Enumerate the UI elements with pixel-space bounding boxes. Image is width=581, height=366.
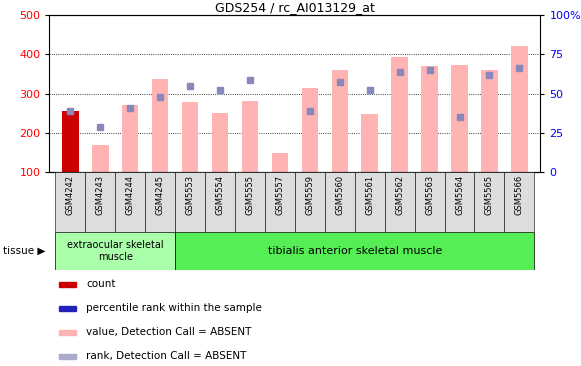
Text: tibialis anterior skeletal muscle: tibialis anterior skeletal muscle (267, 246, 442, 256)
Bar (55, 172, 85, 232)
Bar (415, 172, 444, 232)
Text: GSM5565: GSM5565 (485, 175, 494, 215)
Text: GSM4245: GSM4245 (156, 175, 164, 215)
Bar (115, 172, 145, 232)
Text: GSM4242: GSM4242 (66, 175, 75, 215)
Text: GSM5554: GSM5554 (216, 175, 224, 215)
Text: count: count (86, 279, 116, 290)
Text: GSM5564: GSM5564 (455, 175, 464, 215)
Text: GSM5555: GSM5555 (245, 175, 254, 215)
Text: GSM5553: GSM5553 (185, 175, 195, 215)
Bar (122, 105, 138, 172)
Bar (59, 306, 76, 311)
Text: GSM5561: GSM5561 (365, 175, 374, 215)
Text: GSM5562: GSM5562 (395, 175, 404, 215)
Bar (265, 172, 295, 232)
Bar (295, 172, 325, 232)
Bar (62, 111, 78, 172)
Bar (55, 232, 175, 270)
Bar (59, 330, 76, 335)
Text: GSM4243: GSM4243 (96, 175, 105, 215)
Bar (92, 145, 109, 172)
Bar (212, 113, 228, 172)
Bar (385, 172, 415, 232)
Bar (361, 114, 378, 172)
Text: extraocular skeletal
muscle: extraocular skeletal muscle (67, 240, 164, 262)
Bar (152, 79, 168, 172)
Bar (175, 172, 205, 232)
Bar (421, 66, 438, 172)
Bar (145, 172, 175, 232)
Bar (59, 282, 76, 287)
Text: GSM5557: GSM5557 (275, 175, 284, 215)
Bar (302, 87, 318, 172)
Text: rank, Detection Call = ABSENT: rank, Detection Call = ABSENT (86, 351, 246, 361)
Text: percentile rank within the sample: percentile rank within the sample (86, 303, 262, 313)
Bar (205, 172, 235, 232)
Bar (85, 172, 115, 232)
Text: GSM5566: GSM5566 (515, 175, 524, 215)
Text: value, Detection Call = ABSENT: value, Detection Call = ABSENT (86, 328, 252, 337)
Bar (504, 172, 535, 232)
Bar (235, 172, 265, 232)
Bar (59, 354, 76, 359)
Bar (175, 232, 535, 270)
Bar (332, 70, 348, 172)
Text: tissue ▶: tissue ▶ (3, 246, 45, 256)
Bar (325, 172, 355, 232)
Bar (182, 102, 198, 172)
Text: GSM5559: GSM5559 (306, 175, 314, 215)
Title: GDS254 / rc_AI013129_at: GDS254 / rc_AI013129_at (215, 1, 375, 14)
Text: GSM5560: GSM5560 (335, 175, 345, 215)
Bar (481, 70, 498, 172)
Bar (475, 172, 504, 232)
Bar (272, 153, 288, 172)
Bar (242, 101, 258, 172)
Bar (392, 57, 408, 172)
Text: GSM4244: GSM4244 (125, 175, 135, 215)
Bar (444, 172, 475, 232)
Bar (451, 65, 468, 172)
Text: GSM5563: GSM5563 (425, 175, 434, 215)
Bar (355, 172, 385, 232)
Bar (511, 46, 528, 172)
